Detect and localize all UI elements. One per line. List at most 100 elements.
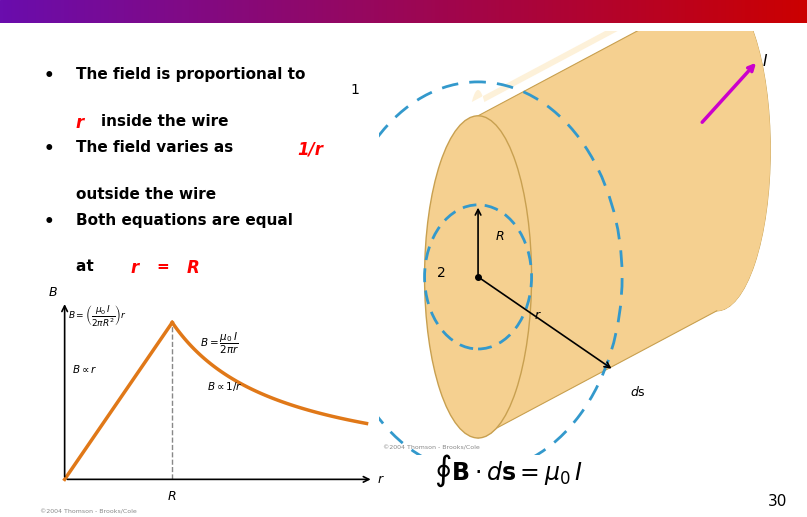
Bar (678, 0, 682, 23)
Bar (363, 0, 367, 23)
Bar (650, 0, 654, 23)
Bar (674, 0, 678, 23)
Bar (28, 0, 32, 23)
Bar (16, 0, 20, 23)
Bar (670, 0, 674, 23)
Text: $B = \dfrac{\mu_0\, I}{2\pi r}$: $B = \dfrac{\mu_0\, I}{2\pi r}$ (200, 331, 240, 356)
Bar (121, 0, 125, 23)
Bar (472, 0, 476, 23)
Text: 1: 1 (350, 83, 359, 97)
Text: The field is proportional to: The field is proportional to (76, 68, 305, 83)
Text: •: • (44, 68, 55, 85)
Bar (44, 0, 48, 23)
Text: 30: 30 (767, 494, 787, 509)
Bar (718, 0, 722, 23)
Bar (581, 0, 585, 23)
Bar (178, 0, 182, 23)
Bar (569, 0, 573, 23)
Bar (274, 0, 278, 23)
Bar (222, 0, 226, 23)
Bar (537, 0, 541, 23)
Bar (795, 0, 799, 23)
Bar (504, 0, 508, 23)
Bar (258, 0, 262, 23)
Bar (355, 0, 359, 23)
Bar (230, 0, 234, 23)
Bar (125, 0, 129, 23)
Bar (412, 0, 416, 23)
Bar (436, 0, 440, 23)
Bar (109, 0, 113, 23)
Text: $B$: $B$ (48, 286, 58, 299)
Bar (61, 0, 65, 23)
Bar (476, 0, 480, 23)
Bar (424, 0, 428, 23)
Bar (690, 0, 694, 23)
Bar (565, 0, 569, 23)
Bar (484, 0, 488, 23)
Bar (20, 0, 24, 23)
Bar (722, 0, 726, 23)
Bar (702, 0, 706, 23)
Bar (767, 0, 771, 23)
Bar (710, 0, 714, 23)
Bar (117, 0, 121, 23)
Text: =: = (157, 260, 174, 275)
Bar (186, 0, 190, 23)
Bar (529, 0, 533, 23)
Bar (448, 0, 452, 23)
Bar (432, 0, 436, 23)
Bar (492, 0, 496, 23)
Bar (561, 0, 565, 23)
Bar (85, 0, 89, 23)
Bar (52, 0, 56, 23)
Bar (254, 0, 258, 23)
Ellipse shape (424, 116, 532, 438)
Text: $r$: $r$ (534, 309, 541, 322)
Bar (508, 0, 512, 23)
Bar (307, 0, 311, 23)
Bar (371, 0, 375, 23)
Bar (250, 0, 254, 23)
Bar (605, 0, 609, 23)
Bar (4, 0, 8, 23)
Bar (12, 0, 16, 23)
Text: 1/r: 1/r (297, 140, 323, 158)
Text: •: • (44, 214, 55, 231)
Bar (408, 0, 412, 23)
Text: •: • (44, 140, 55, 158)
Text: $R$: $R$ (495, 230, 504, 243)
Bar (311, 0, 315, 23)
Text: $B \propto r$: $B \propto r$ (72, 363, 97, 375)
Text: $B=\left(\dfrac{\mu_0\, I}{2\pi R^2}\right)r$: $B=\left(\dfrac{\mu_0\, I}{2\pi R^2}\rig… (68, 303, 127, 328)
Bar (609, 0, 613, 23)
Bar (56, 0, 61, 23)
Bar (593, 0, 597, 23)
Bar (541, 0, 545, 23)
Bar (803, 0, 807, 23)
Bar (77, 0, 81, 23)
Bar (32, 0, 36, 23)
Bar (444, 0, 448, 23)
Text: ©2004 Thomson - Brooks/Cole: ©2004 Thomson - Brooks/Cole (40, 509, 137, 514)
Bar (516, 0, 521, 23)
Bar (779, 0, 783, 23)
Bar (387, 0, 391, 23)
Bar (174, 0, 178, 23)
Bar (81, 0, 85, 23)
Bar (234, 0, 238, 23)
Bar (198, 0, 202, 23)
Bar (218, 0, 222, 23)
Bar (149, 0, 153, 23)
Bar (359, 0, 363, 23)
Bar (367, 0, 371, 23)
Text: The field varies as: The field varies as (76, 140, 238, 156)
Text: inside the wire: inside the wire (102, 114, 229, 129)
Text: $r$: $r$ (377, 473, 385, 486)
Bar (617, 0, 621, 23)
Bar (65, 0, 69, 23)
Bar (319, 0, 323, 23)
Bar (521, 0, 525, 23)
Bar (791, 0, 795, 23)
Bar (577, 0, 581, 23)
